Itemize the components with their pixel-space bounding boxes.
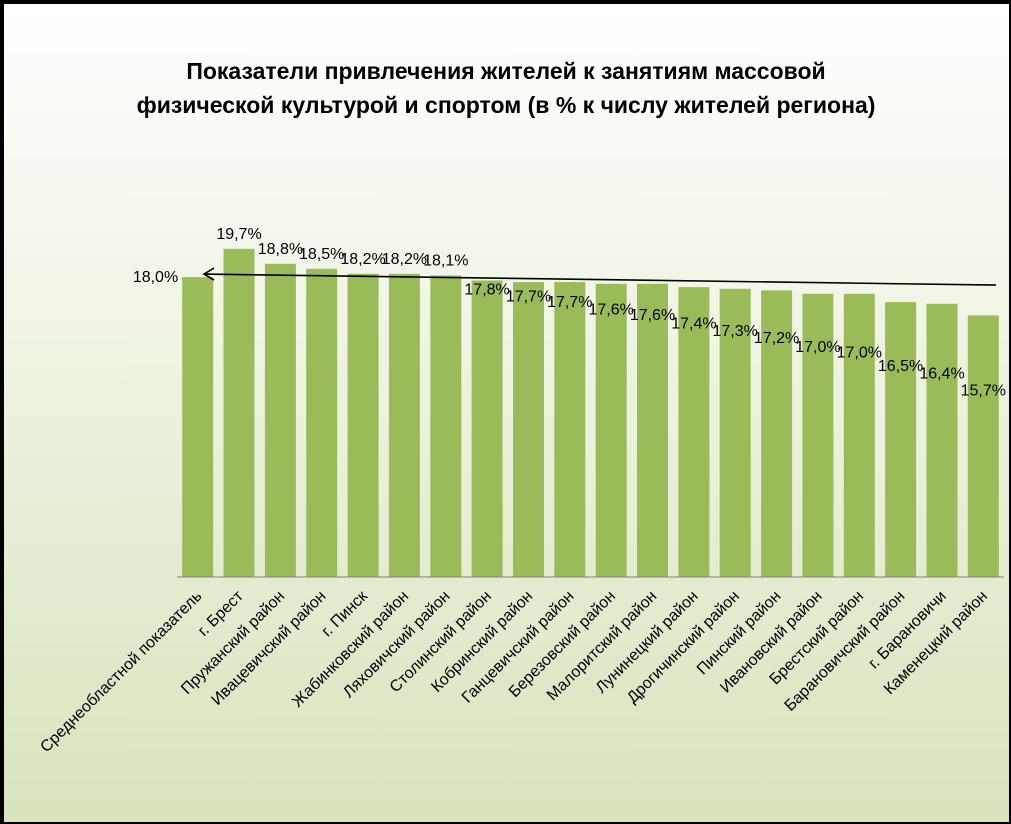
data-label-5: 18,2%: [340, 251, 385, 268]
data-label-13: 17,4%: [671, 316, 716, 333]
data-label-4: 18,5%: [299, 246, 344, 263]
chart-title-line-2: физической культурой и спортом (в % к чи…: [137, 92, 876, 118]
bar-3: [264, 263, 296, 577]
data-label-6: 18,2%: [382, 251, 427, 268]
bar-7: [430, 275, 462, 577]
data-label-19: 16,4%: [919, 365, 964, 382]
bar-15: [761, 290, 793, 577]
data-label-11: 17,6%: [589, 301, 634, 318]
data-label-8: 17,8%: [464, 282, 509, 299]
data-label-20: 15,7%: [961, 382, 1006, 399]
data-label-10: 17,7%: [547, 294, 592, 311]
bar-5: [347, 273, 379, 577]
average-reference-arrow: [202, 267, 997, 286]
data-label-7: 18,1%: [423, 253, 468, 270]
bar-18: [885, 302, 917, 577]
data-label-1: 18,0%: [133, 269, 178, 286]
bar-1: [182, 277, 214, 577]
bar-13: [678, 287, 710, 577]
chart-background: [4, 4, 1009, 822]
chart-frame: Показатели привлечения жителей к занятия…: [3, 3, 1009, 822]
data-labels: 18,0%19,7%18,8%18,5%18,2%18,2%18,1%17,8%…: [133, 226, 1006, 400]
bar-10: [554, 282, 586, 577]
data-label-3: 18,8%: [258, 241, 303, 258]
data-label-14: 17,3%: [713, 323, 758, 340]
arrow-line: [203, 273, 997, 286]
data-label-17: 17,0%: [837, 344, 882, 361]
data-label-18: 16,5%: [878, 358, 923, 375]
chart-title-line-1: Показатели привлечения жителей к занятия…: [186, 58, 825, 84]
data-label-9: 17,7%: [506, 289, 551, 306]
data-label-12: 17,6%: [630, 307, 675, 324]
bar-11: [595, 283, 627, 577]
bar-4: [306, 268, 338, 577]
bar-12: [637, 283, 668, 577]
bar-16: [802, 293, 834, 577]
data-label-16: 17,0%: [795, 339, 840, 356]
bar-9: [513, 282, 544, 577]
bar-20: [967, 315, 999, 577]
bar-6: [388, 273, 420, 577]
bar-14: [719, 288, 751, 577]
arrow-head-icon: [202, 267, 215, 281]
bar-8: [471, 280, 503, 577]
bar-series: [182, 248, 999, 578]
bar-17: [843, 293, 875, 577]
bar-2: [223, 248, 255, 578]
bar-chart: Показатели привлечения жителей к занятия…: [4, 4, 1009, 822]
data-label-15: 17,2%: [754, 330, 799, 347]
data-label-2: 19,7%: [216, 226, 261, 243]
bar-19: [926, 303, 958, 577]
